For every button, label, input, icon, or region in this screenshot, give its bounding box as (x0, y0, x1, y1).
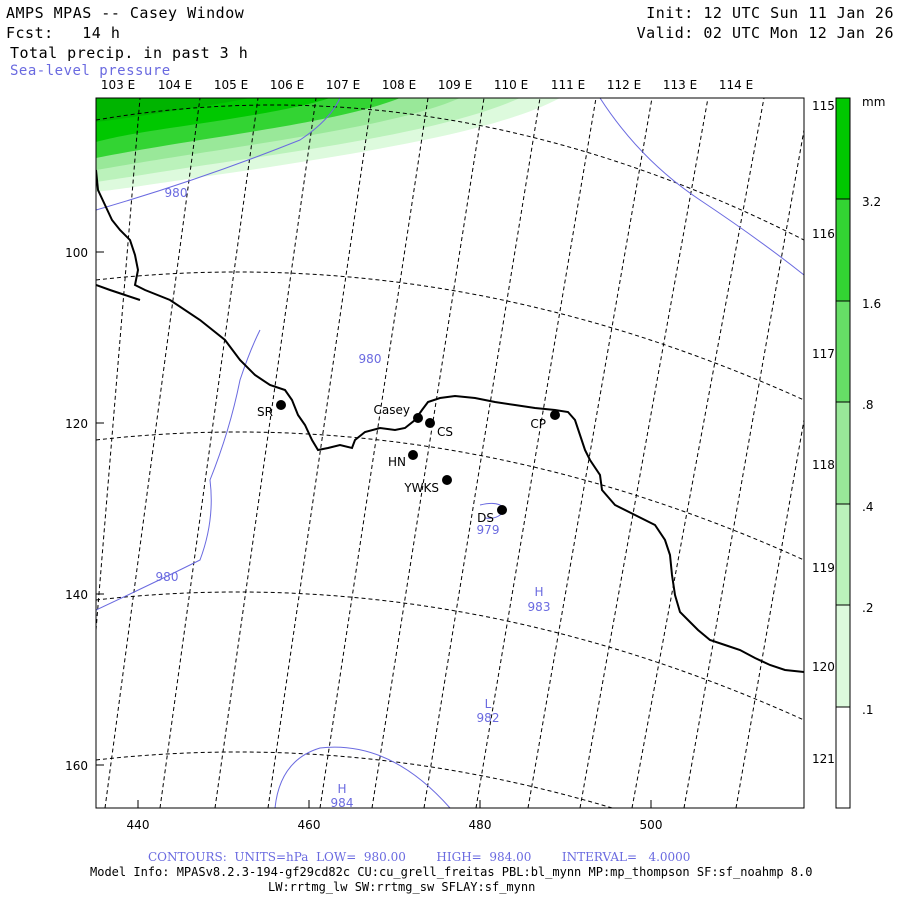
lon-label: 104 E (158, 78, 192, 92)
station-label-casey: Casey (374, 403, 410, 417)
y-tick-label: 120 (65, 417, 88, 431)
pressure-label: 982 (477, 711, 500, 725)
station-label-ywks: YWKS (403, 481, 439, 495)
coastline (96, 169, 804, 673)
lon-label: 110 E (494, 78, 528, 92)
overlay-name: Sea-level pressure (10, 63, 171, 79)
station-marker (276, 400, 286, 410)
x-tick-label: 500 (640, 818, 663, 832)
field-name: Total precip. in past 3 h (10, 44, 249, 62)
station-label-cp: CP (530, 417, 546, 431)
station-marker (497, 505, 507, 515)
colorbar-label: 3.2 (862, 195, 881, 209)
forecast-hour: Fcst: 14 h (6, 24, 121, 42)
y-tick-label: 160 (65, 759, 88, 773)
colorbar-swatch (836, 98, 850, 199)
pressure-label: 983 (528, 600, 551, 614)
colorbar-swatch (836, 199, 850, 301)
colorbar: mm 3.2 1.6 .8 .4 .2 .1 (835, 95, 885, 809)
y-tick-label: 140 (65, 588, 88, 602)
top-longitude-labels: 103 E 104 E 105 E 106 E 107 E 108 E 109 … (101, 78, 753, 92)
model-info: Model Info: MPASv8.2.3-194-gf29cd82c CU:… (90, 865, 813, 879)
parallel-lines (96, 104, 804, 808)
lon-label: 106 E (270, 78, 304, 92)
pressure-label: 980 (165, 186, 188, 200)
precip-field (96, 98, 560, 192)
colorbar-swatch (836, 707, 850, 808)
pressure-label: 980 (359, 352, 382, 366)
x-tick-label: 460 (298, 818, 321, 832)
pressure-labels: 980 980 980 979 983 982 984 H L H (156, 186, 551, 810)
x-tick-label: 440 (127, 818, 150, 832)
lon-label: 107 E (326, 78, 360, 92)
station-marker (413, 413, 423, 423)
lon-label: 109 E (438, 78, 472, 92)
station-marker (550, 410, 560, 420)
coastline-west (96, 284, 141, 301)
pressure-contours (96, 98, 804, 808)
lon-label: 112 E (607, 78, 641, 92)
valid-time: Valid: 02 UTC Mon 12 Jan 26 (636, 24, 894, 42)
lon-label: 114 E (719, 78, 753, 92)
pressure-center-low: L (485, 697, 492, 711)
colorbar-label: .1 (862, 703, 873, 717)
station-label-cs: CS (437, 425, 453, 439)
stations: SR Casey CS CP HN YWKS DS (257, 400, 560, 525)
pressure-center-high: H (337, 782, 346, 796)
contour-info: CONTOURS: UNITS=hPa LOW= 980.00 HIGH= 98… (148, 850, 691, 864)
axis-ticks (96, 251, 652, 808)
map-frame (95, 97, 805, 809)
colorbar-swatch (836, 605, 850, 707)
colorbar-swatch (836, 504, 850, 605)
station-marker (442, 475, 452, 485)
map-plot-area (96, 98, 804, 808)
pressure-center-high: H (534, 585, 543, 599)
colorbar-label: 1.6 (862, 297, 881, 311)
pressure-label: 984 (331, 796, 354, 810)
colorbar-swatch (836, 402, 850, 504)
model-info-2: LW:rrtmg_lw SW:rrtmg_sw SFLAY:sf_mynn (268, 880, 536, 894)
x-tick-labels: 440 460 480 500 (127, 818, 663, 832)
colorbar-unit: mm (862, 95, 885, 109)
y-tick-labels: 100 120 140 160 (65, 246, 88, 773)
station-marker (425, 418, 435, 428)
station-label-ds: DS (477, 511, 494, 525)
colorbar-label: .8 (862, 398, 873, 412)
init-time: Init: 12 UTC Sun 11 Jan 26 (646, 4, 894, 22)
colorbar-swatch (836, 301, 850, 402)
station-marker (408, 450, 418, 460)
lon-label: 108 E (382, 78, 416, 92)
x-tick-label: 480 (469, 818, 492, 832)
lon-label: 103 E (101, 78, 135, 92)
map-title: AMPS MPAS -- Casey Window (6, 4, 245, 22)
pressure-label: 980 (156, 570, 179, 584)
station-label-sr: SR (257, 405, 273, 419)
lon-label: 111 E (551, 78, 585, 92)
colorbar-label: .2 (862, 601, 873, 615)
colorbar-label: .4 (862, 500, 873, 514)
pressure-label: 979 (477, 523, 500, 537)
station-label-hn: HN (388, 455, 406, 469)
lon-label: 105 E (214, 78, 248, 92)
lon-label: 113 E (663, 78, 697, 92)
meridian-lines (96, 98, 804, 808)
y-tick-label: 100 (65, 246, 88, 260)
